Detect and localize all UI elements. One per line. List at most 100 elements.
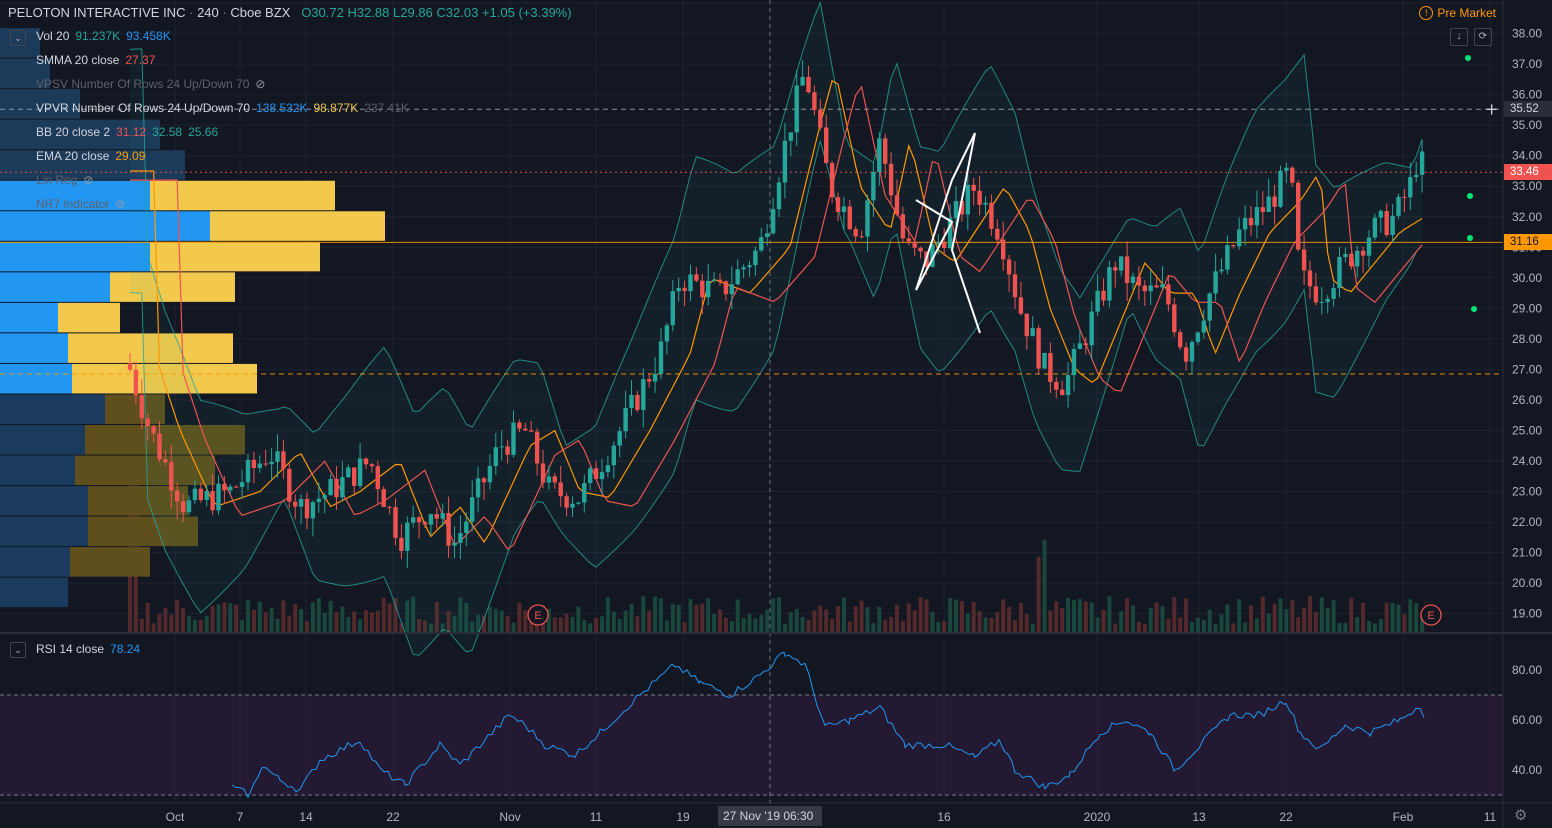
candle-body	[275, 451, 280, 462]
volume-bar	[1231, 623, 1236, 632]
candle-body	[133, 369, 139, 396]
volume-bar	[1113, 623, 1118, 632]
refresh-icon: ⟳	[1478, 31, 1488, 42]
candle-body	[534, 431, 540, 464]
volume-bar	[1160, 606, 1165, 632]
indicator-value: 93.458K	[126, 29, 171, 43]
volume-bar	[417, 619, 422, 632]
price-tick-label: 29.00	[1512, 301, 1542, 315]
smma-line	[130, 85, 1423, 550]
volume-bar	[340, 606, 345, 632]
vp-up-bar	[0, 486, 88, 516]
candle-body	[493, 447, 498, 467]
eye-off-icon[interactable]: ⊘	[255, 77, 266, 91]
volume-bar	[847, 621, 852, 632]
vp-up-bar	[0, 333, 68, 363]
volume-bar	[806, 619, 811, 632]
candle-body	[1307, 270, 1313, 287]
interval[interactable]: 240	[197, 5, 219, 20]
volume-bar	[841, 597, 846, 632]
reset-chart-button[interactable]: ⟳	[1474, 28, 1492, 46]
volume-bar	[316, 598, 321, 632]
volume-bar	[659, 598, 663, 632]
volume-bar	[1089, 602, 1094, 632]
candle-body	[741, 267, 746, 270]
indicator-row[interactable]: VPVR Number Of Rows 24 Up/Down 70 138.532…	[36, 98, 409, 118]
collapse-indicators-button[interactable]: ⌄	[10, 30, 26, 46]
vp-up-bar	[0, 89, 80, 119]
chevron-down-icon: ⌄	[14, 33, 22, 43]
candle-body	[334, 478, 339, 498]
volume-bar	[582, 620, 587, 632]
scroll-to-latest-button[interactable]: ↓	[1450, 28, 1468, 46]
collapse-rsi-button[interactable]: ⌄	[10, 642, 26, 658]
volume-bar	[1077, 599, 1082, 632]
pre-market-label: Pre Market	[1437, 6, 1496, 20]
volume-bar	[641, 596, 646, 632]
price-tick-label: 36.00	[1512, 88, 1542, 102]
volume-bar	[912, 610, 917, 632]
alert-dot	[1471, 306, 1477, 312]
indicator-row[interactable]: Vol 20 91.237K 93.458K	[36, 26, 171, 46]
volume-bar	[889, 616, 894, 632]
indicator-row[interactable]: Lin Reg ⊘	[36, 170, 93, 190]
price-tick-label: 35.00	[1512, 118, 1542, 132]
price-tick-label: 26.00	[1512, 393, 1542, 407]
volume-bar	[794, 608, 799, 632]
symbol-name[interactable]: PELOTON INTERACTIVE INC	[8, 5, 186, 20]
ohlc-open: O30.72	[301, 5, 344, 20]
pre-market-badge[interactable]: ! Pre Market	[1419, 6, 1496, 20]
rsi-legend[interactable]: RSI 14 close 78.24	[36, 639, 140, 659]
candle-body	[888, 163, 894, 196]
candle-body	[1231, 245, 1236, 247]
candle-body	[647, 379, 652, 382]
candle-body	[1242, 218, 1248, 230]
candle-body	[346, 467, 351, 478]
candle-body	[234, 486, 239, 488]
indicator-row[interactable]: VPSV Number Of Rows 24 Up/Down 70 ⊘	[36, 74, 265, 94]
chevron-down-icon: ⌄	[14, 645, 22, 655]
volume-bar	[434, 601, 439, 632]
candle-body	[1331, 288, 1336, 299]
candle-body	[747, 265, 752, 268]
settings-gear-icon[interactable]: ⚙	[1514, 807, 1528, 824]
candle-body	[1030, 328, 1035, 337]
volume-bar	[529, 617, 534, 632]
eye-off-icon[interactable]: ⊘	[83, 173, 94, 187]
candle-body	[641, 379, 646, 410]
volume-bar	[493, 608, 498, 632]
volume-bar	[464, 602, 469, 632]
price-tick-label: 32.00	[1512, 210, 1542, 224]
volume-bar	[1136, 621, 1141, 632]
indicator-row[interactable]: BB 20 close 2 31.12 32.58 25.66	[36, 122, 218, 142]
volume-bar	[859, 600, 864, 632]
rsi-name: RSI 14 close	[36, 642, 105, 656]
volume-bar	[375, 610, 380, 632]
candle-body	[464, 521, 469, 534]
candle-body	[151, 426, 156, 434]
volume-bar	[139, 618, 144, 632]
volume-bar	[482, 615, 486, 632]
candle-body	[1113, 267, 1118, 271]
price-tick-label: 28.00	[1512, 332, 1542, 346]
volume-bar	[1284, 608, 1289, 632]
candle-body	[458, 533, 463, 543]
candle-body	[505, 446, 510, 455]
indicator-value: 138.532K	[256, 101, 308, 115]
vp-down-bar	[68, 333, 233, 363]
candle-body	[517, 422, 522, 429]
indicator-row[interactable]: SMMA 20 close 27.37	[36, 50, 155, 70]
candle-body	[812, 92, 817, 110]
volume-bar	[777, 596, 781, 632]
indicator-row[interactable]: NR7 Indicator ⊘	[36, 194, 125, 214]
eye-off-icon[interactable]: ⊘	[115, 197, 126, 211]
volume-bar	[1225, 604, 1230, 632]
candle-body	[676, 287, 681, 292]
price-tag: 31.16	[1504, 234, 1552, 251]
volume-bar	[1036, 556, 1041, 632]
volume-bar	[1254, 618, 1259, 632]
indicator-row[interactable]: EMA 20 close 29.09	[36, 146, 145, 166]
vp-up-bar	[0, 180, 150, 211]
vp-down-bar	[75, 455, 215, 486]
